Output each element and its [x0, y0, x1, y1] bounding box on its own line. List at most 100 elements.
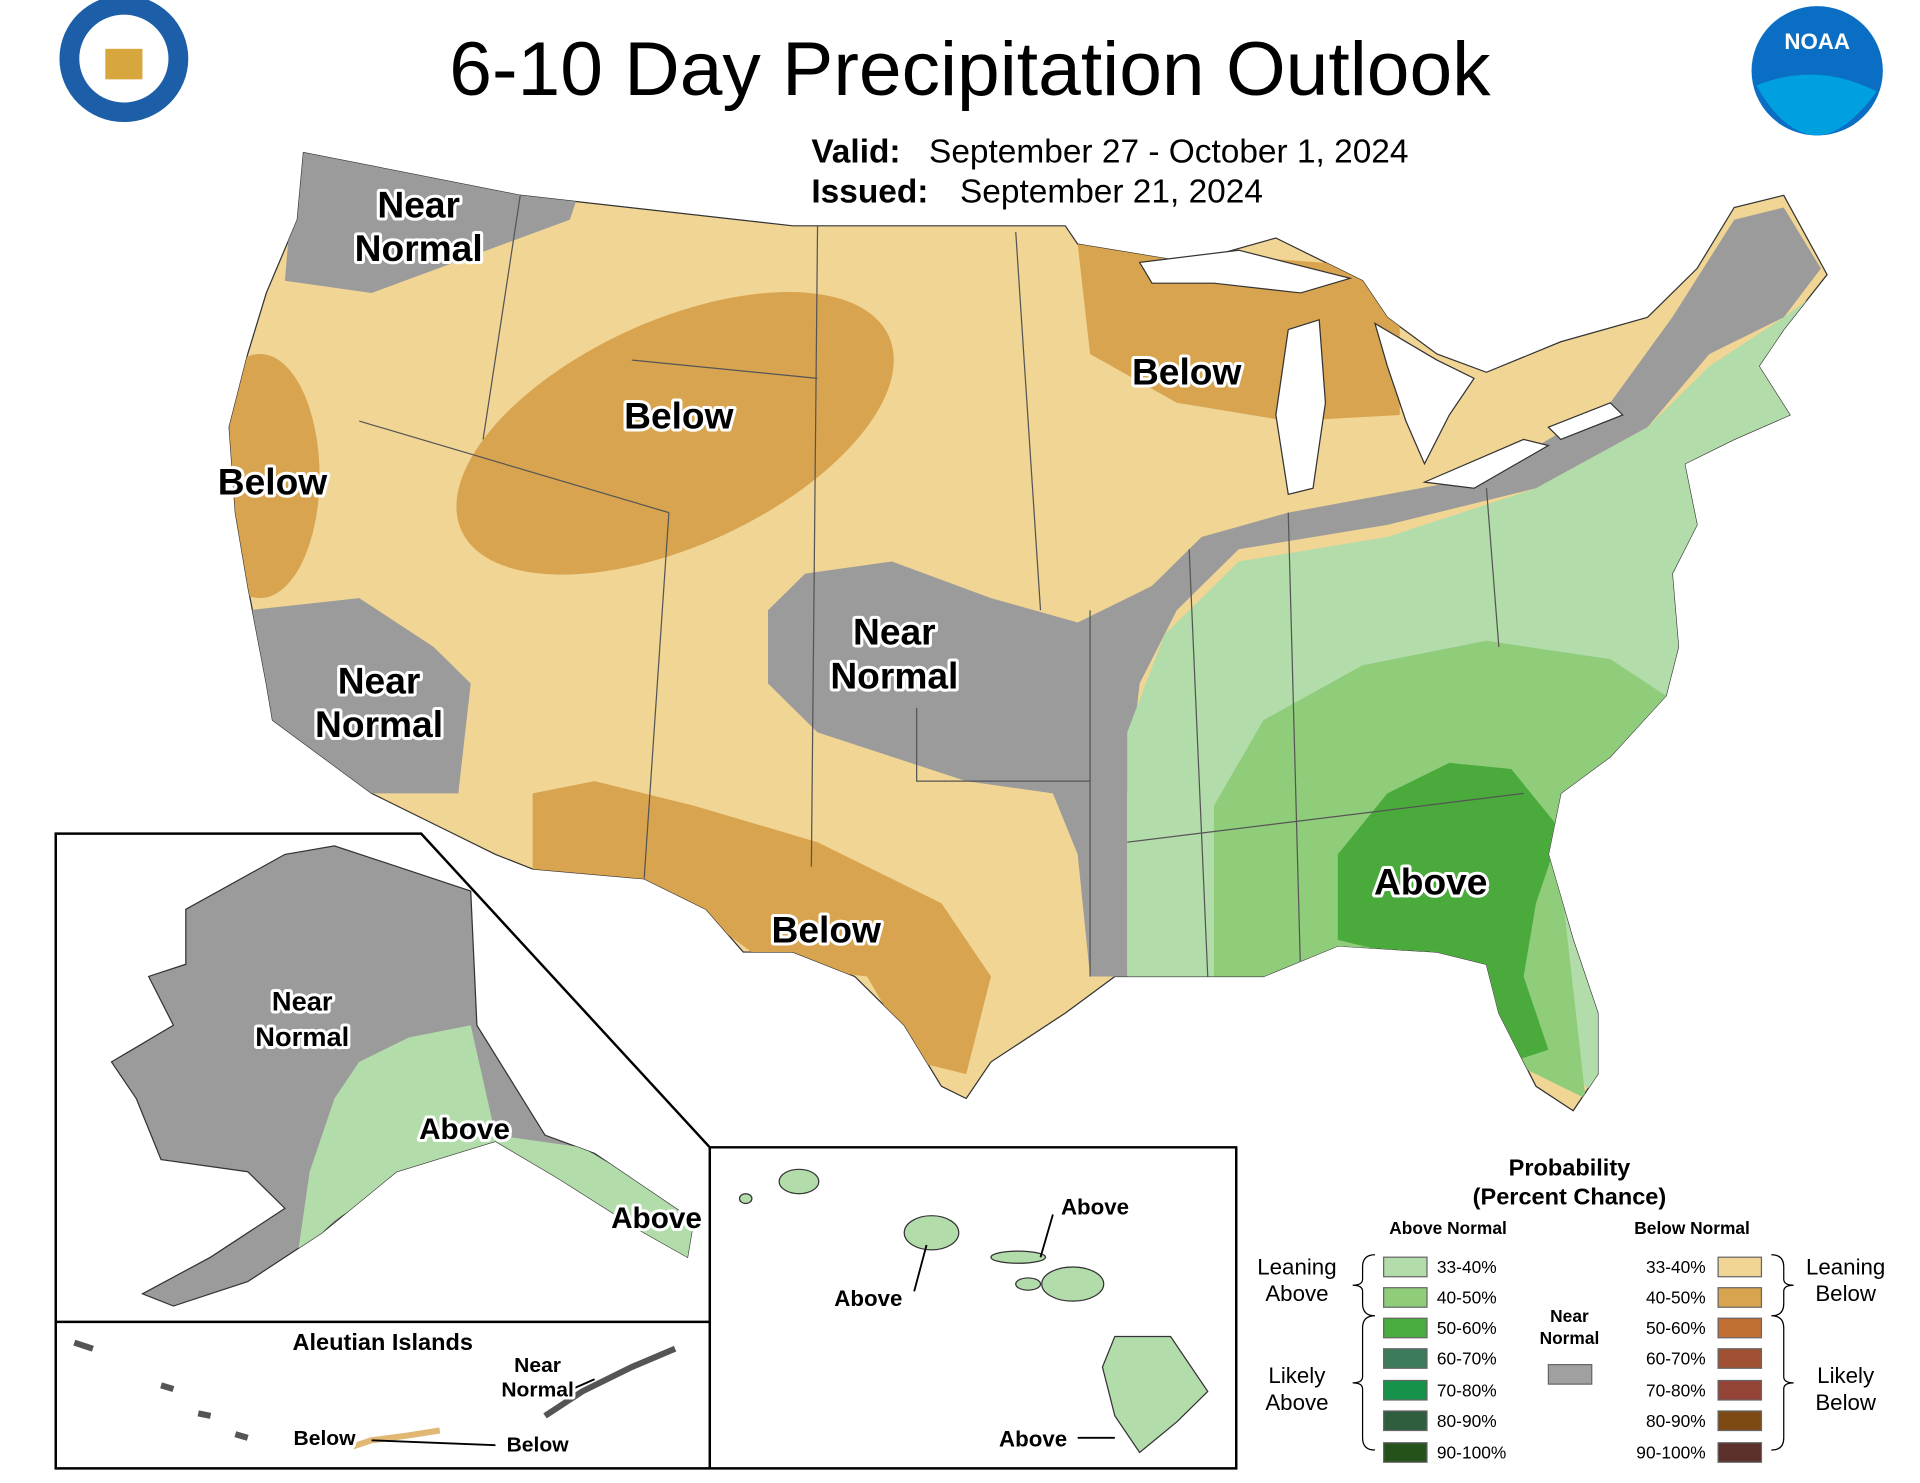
region-label: Near Normal	[355, 185, 483, 270]
aleutian-islands	[73, 1339, 677, 1441]
legend-range: 60-70%	[1437, 1349, 1497, 1369]
label-line: Below	[624, 396, 734, 437]
region-label: Below	[218, 462, 328, 503]
region-label: Below	[1132, 352, 1242, 393]
issued-date: September 21, 2024	[960, 174, 1263, 211]
legend-range: 33-40%	[1437, 1257, 1497, 1277]
legend-swatch	[1383, 1379, 1428, 1401]
legend-swatch	[1717, 1442, 1763, 1463]
region-label: Above	[419, 1113, 510, 1146]
label-line: Normal	[315, 704, 443, 745]
label-line: Below	[218, 462, 328, 503]
legend-swatch	[1383, 1348, 1428, 1369]
island	[990, 1250, 1047, 1264]
island	[1041, 1266, 1105, 1302]
legend-swatch	[1717, 1348, 1763, 1369]
legend-swatch	[1717, 1410, 1763, 1432]
label-line: Likely	[1268, 1363, 1326, 1388]
legend-swatch	[1383, 1256, 1428, 1278]
label-line: Above	[999, 1427, 1067, 1452]
great-lakes	[1138, 249, 1624, 496]
region-label: Above	[834, 1286, 902, 1311]
legend-range: 33-40%	[1646, 1257, 1706, 1277]
label-line: Above	[611, 1202, 702, 1235]
label-line: Normal	[255, 1022, 349, 1052]
state-lines	[359, 195, 1524, 977]
legend-range: 40-50%	[1646, 1288, 1706, 1308]
region-label: Above	[1061, 1195, 1129, 1220]
aleutian-below	[352, 1427, 441, 1450]
region-label: Above	[611, 1202, 702, 1235]
title: 6-10 Day Precipitation Outlook	[449, 28, 1491, 112]
legend-range: 70-80%	[1646, 1380, 1706, 1400]
above-header: Above Normal	[1389, 1218, 1506, 1238]
lake	[1275, 318, 1327, 496]
region-label: Below	[507, 1433, 570, 1456]
label-line: Normal	[1540, 1328, 1600, 1348]
legend-range: 50-60%	[1646, 1318, 1706, 1338]
doc-shield	[105, 48, 143, 80]
label-line: Above	[834, 1286, 902, 1311]
label-line: Normal	[830, 656, 958, 697]
label-line: Below	[294, 1427, 357, 1450]
legend-range: 80-90%	[1646, 1411, 1706, 1431]
label-line: Above	[419, 1113, 510, 1146]
region-label: Near Normal	[315, 661, 443, 746]
region-label: Near Normal	[255, 987, 349, 1052]
region-label: Below	[624, 396, 734, 437]
lake	[1138, 249, 1353, 294]
label-line: Above	[1265, 1390, 1328, 1415]
legend-group: Likely Below	[1815, 1363, 1877, 1415]
label-line: Above	[1061, 1195, 1129, 1220]
region-label: Below	[294, 1427, 357, 1450]
region-label: Below	[772, 910, 882, 951]
legend-group: Likely Above	[1265, 1363, 1328, 1415]
valid-label: Valid:	[811, 134, 900, 171]
label-line: Likely	[1817, 1363, 1875, 1388]
region-label: Above	[1374, 862, 1488, 903]
below-region	[532, 781, 991, 1075]
label-line: Near	[272, 987, 333, 1017]
doc-logo	[59, 0, 189, 123]
legend-range: 70-80%	[1437, 1380, 1497, 1400]
island	[903, 1215, 960, 1251]
legend-swatch	[1383, 1410, 1428, 1432]
label-line: Near	[853, 612, 936, 653]
region-label: Near Normal	[830, 612, 958, 697]
legend-swatch	[1383, 1442, 1428, 1463]
noaa-wave	[1756, 74, 1877, 136]
leader-lines	[371, 1214, 1115, 1447]
legend-subtitle: (Percent Chance)	[1473, 1184, 1667, 1210]
below-header: Below Normal	[1634, 1218, 1750, 1238]
label-line: Below	[1132, 352, 1242, 393]
island	[1101, 1335, 1209, 1454]
label-line: Below	[507, 1433, 570, 1456]
lake	[1373, 322, 1475, 466]
issued-label: Issued:	[811, 174, 928, 211]
island	[1015, 1277, 1042, 1291]
legend-swatch	[1717, 1256, 1763, 1278]
label-line: Normal	[355, 228, 483, 269]
label-line: Above	[1374, 862, 1488, 903]
island	[738, 1193, 753, 1205]
label-line: Below	[1815, 1390, 1877, 1415]
noaa-logo: NOAA	[1751, 6, 1883, 136]
legend-range: 60-70%	[1646, 1349, 1706, 1369]
label-line: Below	[772, 910, 882, 951]
legend-swatch	[1383, 1317, 1428, 1339]
valid-dates: September 27 - October 1, 2024	[929, 134, 1408, 171]
near-region	[768, 207, 1821, 977]
legend-range: 90-100%	[1636, 1443, 1705, 1463]
label-line: Normal	[501, 1378, 574, 1401]
label-line: Above	[1265, 1281, 1328, 1306]
label-line: Near	[377, 185, 460, 226]
legend-range: 40-50%	[1437, 1288, 1497, 1308]
legend-group: Leaning Above	[1257, 1254, 1336, 1306]
hawaii	[738, 1168, 1209, 1454]
legend-range: 50-60%	[1437, 1318, 1497, 1338]
legend-swatch	[1383, 1287, 1428, 1308]
legend-swatch	[1547, 1363, 1593, 1385]
label-line: Near	[338, 661, 421, 702]
noaa-text: NOAA	[1784, 29, 1850, 54]
